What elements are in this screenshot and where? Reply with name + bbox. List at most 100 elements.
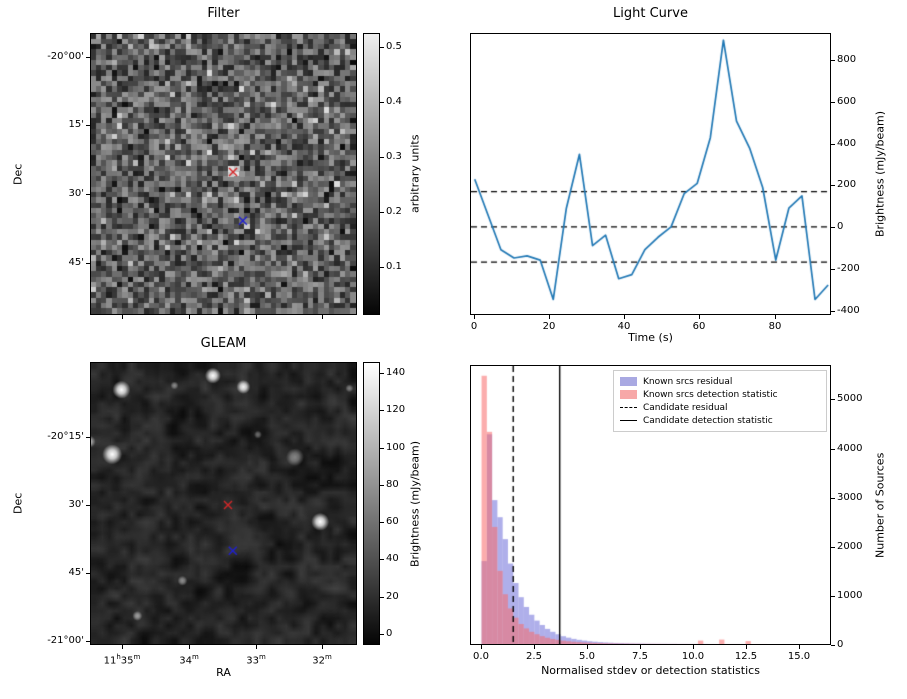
tick-mark	[831, 547, 835, 548]
legend-label: Candidate detection statistic	[643, 415, 773, 426]
tick-label-seg: 33	[246, 655, 259, 667]
tick-mark	[831, 102, 835, 103]
tick-label: 5000	[837, 393, 863, 404]
tick-label: -21°00'	[47, 635, 84, 646]
tick-label: 0.4	[386, 96, 402, 107]
legend-label: Known srcs detection statistic	[643, 389, 778, 400]
tick-label: 10.0	[681, 651, 705, 662]
tick-label-seg: m	[133, 653, 141, 661]
tick-label: 45'	[68, 567, 84, 578]
tick-label: 45'	[68, 257, 84, 268]
tick-mark	[474, 315, 475, 319]
tick-label: 1000	[837, 590, 863, 601]
tick-label: 33m	[221, 650, 291, 668]
tick-label: 3000	[837, 492, 863, 503]
legend-label: Candidate residual	[643, 402, 728, 413]
tick-mark	[831, 449, 835, 450]
tick-mark	[699, 315, 700, 319]
filter-colorbar	[363, 33, 380, 315]
gleam-colorbar	[363, 362, 380, 645]
tick-label: 140	[386, 367, 406, 378]
tick-label: 0.2	[386, 206, 402, 217]
tick-mark	[122, 645, 123, 649]
legend-item-candidate-residual: Candidate residual	[620, 401, 820, 414]
tick-mark	[86, 641, 90, 642]
tick-mark	[775, 315, 776, 319]
tick-mark	[831, 185, 835, 186]
light-curve-panel-title: Light Curve	[613, 6, 688, 21]
tick-mark	[380, 373, 384, 374]
tick-label: 200	[837, 179, 857, 190]
tick-mark	[640, 645, 641, 649]
tick-label: 12.5	[734, 651, 758, 662]
tick-mark	[380, 102, 384, 103]
tick-mark	[587, 645, 588, 649]
tick-label: 15.0	[787, 651, 811, 662]
tick-mark	[380, 47, 384, 48]
light-curve-line-chart	[471, 34, 830, 314]
tick-label-seg: 35	[120, 655, 134, 667]
tick-label: 20	[542, 321, 556, 332]
tick-label: 0	[837, 639, 844, 650]
tick-mark	[831, 596, 835, 597]
legend-item-known-srcs-detection-statistic: Known srcs detection statistic	[620, 388, 820, 401]
tick-mark	[481, 645, 482, 649]
tick-mark	[831, 645, 835, 646]
legend-swatch-detstat-patch	[620, 390, 637, 399]
tick-label: 0	[470, 321, 478, 332]
tick-mark	[122, 315, 123, 319]
tick-mark	[831, 498, 835, 499]
tick-label-seg: m	[191, 653, 199, 661]
tick-label: 100	[386, 442, 406, 453]
tick-mark	[380, 410, 384, 411]
tick-label: 120	[386, 404, 406, 415]
tick-mark	[380, 267, 384, 268]
tick-label: 400	[837, 138, 857, 149]
tick-mark	[86, 573, 90, 574]
tick-mark	[624, 315, 625, 319]
light-curve-plot-area	[470, 33, 831, 315]
tick-label-seg: m	[324, 653, 332, 661]
tick-label: 0.5	[386, 41, 402, 52]
filter-image	[91, 34, 356, 314]
tick-label: -400	[837, 305, 860, 316]
tick-label: 0.3	[386, 151, 402, 162]
tick-label: 60	[386, 516, 399, 527]
gleam-panel-title: GLEAM	[200, 336, 247, 351]
tick-label: 4000	[837, 443, 863, 454]
gleam-image	[91, 363, 356, 644]
histogram-xlabel: Normalised stdev or detection statistics	[541, 664, 760, 677]
tick-label: 32m	[287, 650, 357, 668]
tick-label: 0	[837, 221, 844, 232]
light-curve-xlabel: Time (s)	[628, 331, 673, 344]
tick-label: 0.0	[473, 651, 489, 662]
tick-mark	[831, 269, 835, 270]
tick-mark	[831, 227, 835, 228]
tick-mark	[380, 157, 384, 158]
tick-mark	[380, 212, 384, 213]
tick-mark	[86, 263, 90, 264]
tick-mark	[380, 559, 384, 560]
tick-mark	[86, 505, 90, 506]
tick-mark	[86, 125, 90, 126]
tick-label: 40	[386, 553, 399, 564]
tick-mark	[831, 144, 835, 145]
tick-label: 15'	[68, 119, 84, 130]
tick-label: 40	[617, 321, 631, 332]
tick-mark	[549, 315, 550, 319]
tick-label: 60	[692, 321, 706, 332]
tick-mark	[693, 645, 694, 649]
filter-ylabel: Dec	[11, 163, 25, 185]
tick-label-seg: 32	[312, 655, 325, 667]
tick-label: 11h35m	[87, 650, 157, 668]
tick-mark	[799, 645, 800, 649]
histogram-legend: Known srcs residual Known srcs detection…	[613, 370, 827, 432]
tick-mark	[322, 645, 323, 649]
gleam-xlabel: RA	[216, 666, 231, 679]
tick-label: 30'	[68, 188, 84, 199]
tick-label: 600	[837, 96, 857, 107]
tick-label: 20	[386, 591, 399, 602]
tick-label: -200	[837, 263, 860, 274]
tick-label-seg: 11	[103, 655, 117, 667]
